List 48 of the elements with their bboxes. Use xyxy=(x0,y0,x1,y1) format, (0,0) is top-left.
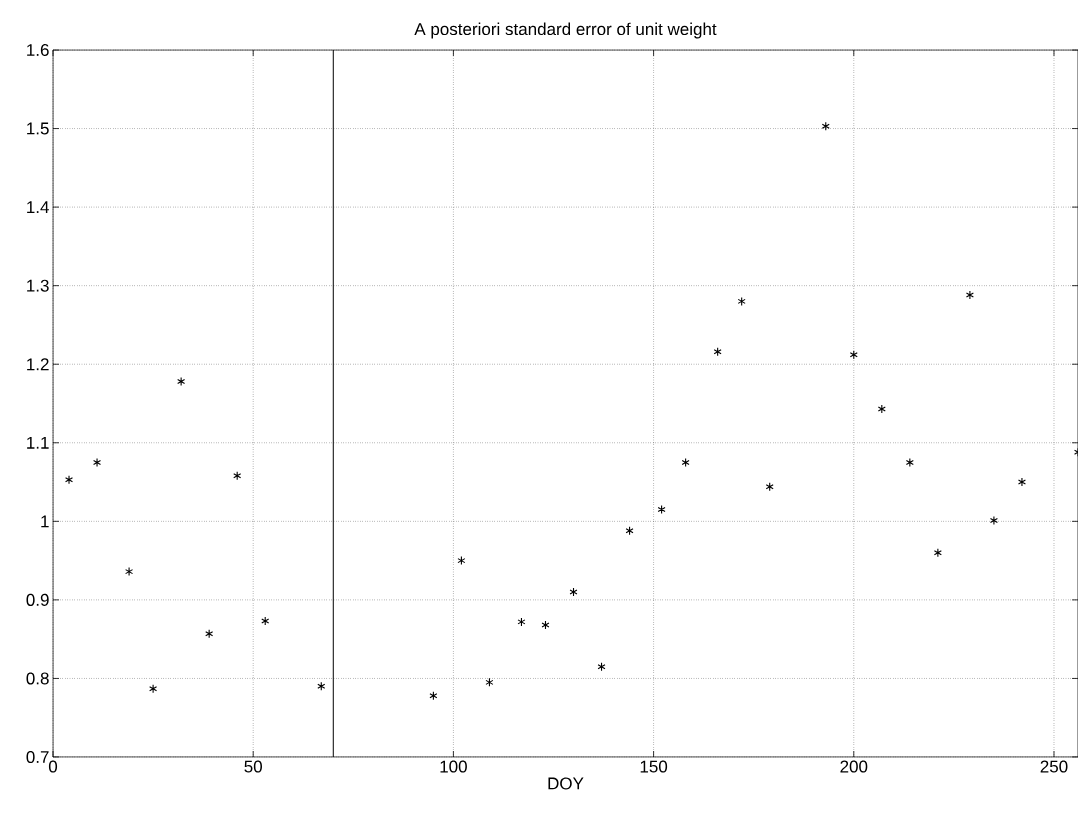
point xyxy=(821,121,830,131)
point xyxy=(905,457,914,467)
point xyxy=(125,567,134,577)
point xyxy=(457,556,466,566)
y-tick-label: 1.6 xyxy=(27,43,49,57)
point xyxy=(737,296,746,306)
x-tick-label: 150 xyxy=(640,760,668,773)
x-tick-label: 50 xyxy=(244,760,262,773)
y-tick-label: 1.4 xyxy=(27,201,49,213)
y-tick-label: 0.9 xyxy=(26,593,49,606)
y-tick-label: 1.3 xyxy=(27,279,49,292)
point xyxy=(429,691,438,701)
point xyxy=(149,684,158,694)
point xyxy=(1017,477,1026,487)
point xyxy=(177,376,186,387)
point xyxy=(681,457,690,467)
point xyxy=(965,290,974,300)
chart-title: A posteriori standard error of unit weight xyxy=(414,22,717,39)
x-tick-label: 0 xyxy=(48,760,58,773)
y-tick-label: 0.8 xyxy=(26,672,49,685)
point xyxy=(713,347,722,357)
point xyxy=(765,482,774,492)
point xyxy=(569,587,578,597)
x-axis-title: DOY xyxy=(548,777,584,790)
point xyxy=(933,548,942,558)
point xyxy=(93,457,102,467)
point xyxy=(877,404,886,414)
point xyxy=(317,681,326,691)
point xyxy=(989,516,998,526)
point xyxy=(233,471,242,481)
y-tick-label: 1.1 xyxy=(27,436,49,449)
y-tick-label: 1.5 xyxy=(27,122,49,135)
point xyxy=(261,616,270,626)
point xyxy=(517,617,526,627)
point xyxy=(657,505,666,515)
point xyxy=(597,662,606,672)
y-tick-label: 1.2 xyxy=(27,358,49,371)
point xyxy=(485,677,494,687)
point xyxy=(65,475,74,485)
point xyxy=(205,629,214,639)
point xyxy=(541,620,550,630)
point xyxy=(625,526,634,536)
x-tick-label: 200 xyxy=(840,760,868,773)
y-tick-label: 1 xyxy=(41,515,49,528)
x-tick-label: 100 xyxy=(440,760,467,773)
point xyxy=(849,350,858,360)
x-tick-label: 250 xyxy=(1040,760,1068,773)
y-tick-label: 0.7 xyxy=(26,750,49,764)
